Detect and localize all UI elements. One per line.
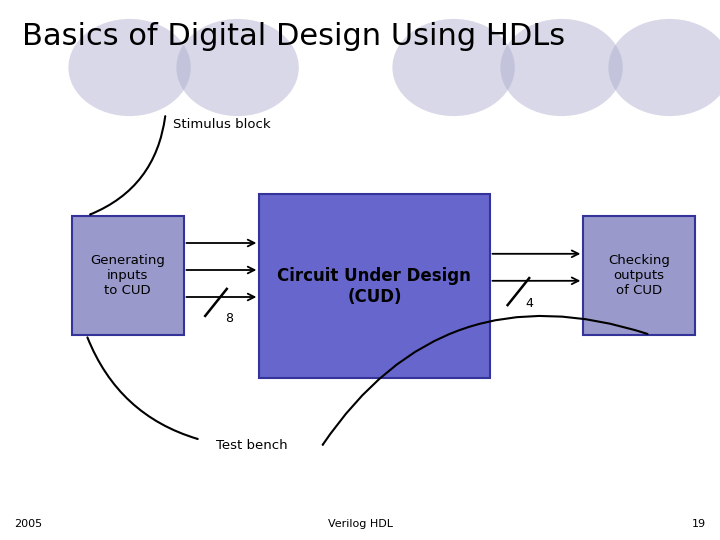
FancyBboxPatch shape: [583, 216, 695, 335]
FancyArrowPatch shape: [90, 116, 166, 214]
Ellipse shape: [68, 19, 191, 116]
FancyBboxPatch shape: [259, 194, 490, 378]
Ellipse shape: [176, 19, 299, 116]
Text: 4: 4: [526, 297, 534, 310]
FancyArrowPatch shape: [87, 338, 197, 439]
Text: Checking
outputs
of CUD: Checking outputs of CUD: [608, 254, 670, 297]
FancyArrowPatch shape: [323, 316, 647, 444]
Text: Test bench: Test bench: [216, 439, 287, 452]
Text: Stimulus block: Stimulus block: [173, 118, 271, 131]
Ellipse shape: [608, 19, 720, 116]
Text: Circuit Under Design
(CUD): Circuit Under Design (CUD): [277, 267, 472, 306]
Text: Verilog HDL: Verilog HDL: [328, 519, 392, 529]
Ellipse shape: [392, 19, 515, 116]
FancyBboxPatch shape: [72, 216, 184, 335]
Text: Basics of Digital Design Using HDLs: Basics of Digital Design Using HDLs: [22, 22, 564, 51]
Text: 2005: 2005: [14, 519, 42, 529]
Ellipse shape: [500, 19, 623, 116]
Text: 8: 8: [225, 312, 233, 325]
Text: Generating
inputs
to CUD: Generating inputs to CUD: [91, 254, 165, 297]
Text: 19: 19: [691, 519, 706, 529]
